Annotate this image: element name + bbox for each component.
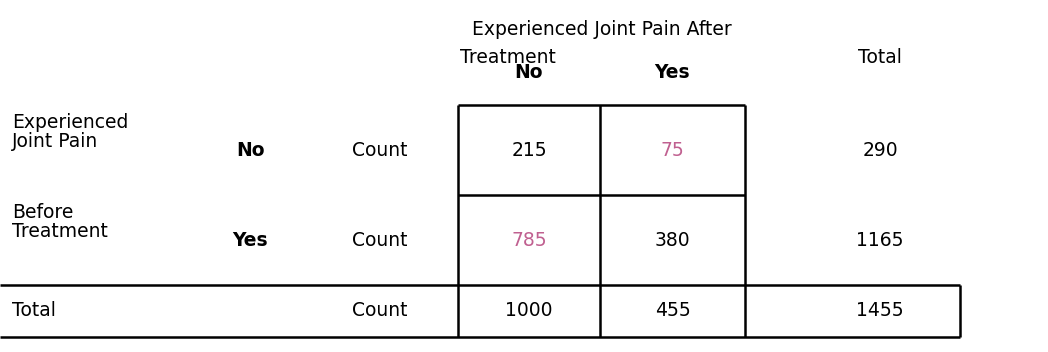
Text: No: No: [236, 140, 264, 159]
Text: 75: 75: [660, 140, 684, 159]
Text: Treatment: Treatment: [460, 48, 555, 67]
Text: Treatment: Treatment: [12, 222, 108, 241]
Text: 1000: 1000: [505, 302, 552, 321]
Text: Yes: Yes: [233, 231, 268, 250]
Text: 785: 785: [511, 231, 547, 250]
Text: Experienced Joint Pain After: Experienced Joint Pain After: [472, 20, 732, 39]
Text: Experienced: Experienced: [12, 113, 128, 132]
Text: 290: 290: [863, 140, 898, 159]
Text: 1455: 1455: [856, 302, 903, 321]
Text: Count: Count: [352, 231, 408, 250]
Text: 455: 455: [655, 302, 691, 321]
Text: Total: Total: [12, 302, 56, 321]
Text: No: No: [515, 63, 543, 82]
Text: 380: 380: [655, 231, 691, 250]
Text: Count: Count: [352, 140, 408, 159]
Text: Count: Count: [352, 302, 408, 321]
Text: Total: Total: [858, 48, 902, 67]
Text: Yes: Yes: [655, 63, 691, 82]
Text: 215: 215: [511, 140, 547, 159]
Text: 1165: 1165: [856, 231, 903, 250]
Text: Before: Before: [12, 203, 73, 222]
Text: Joint Pain: Joint Pain: [12, 132, 99, 151]
